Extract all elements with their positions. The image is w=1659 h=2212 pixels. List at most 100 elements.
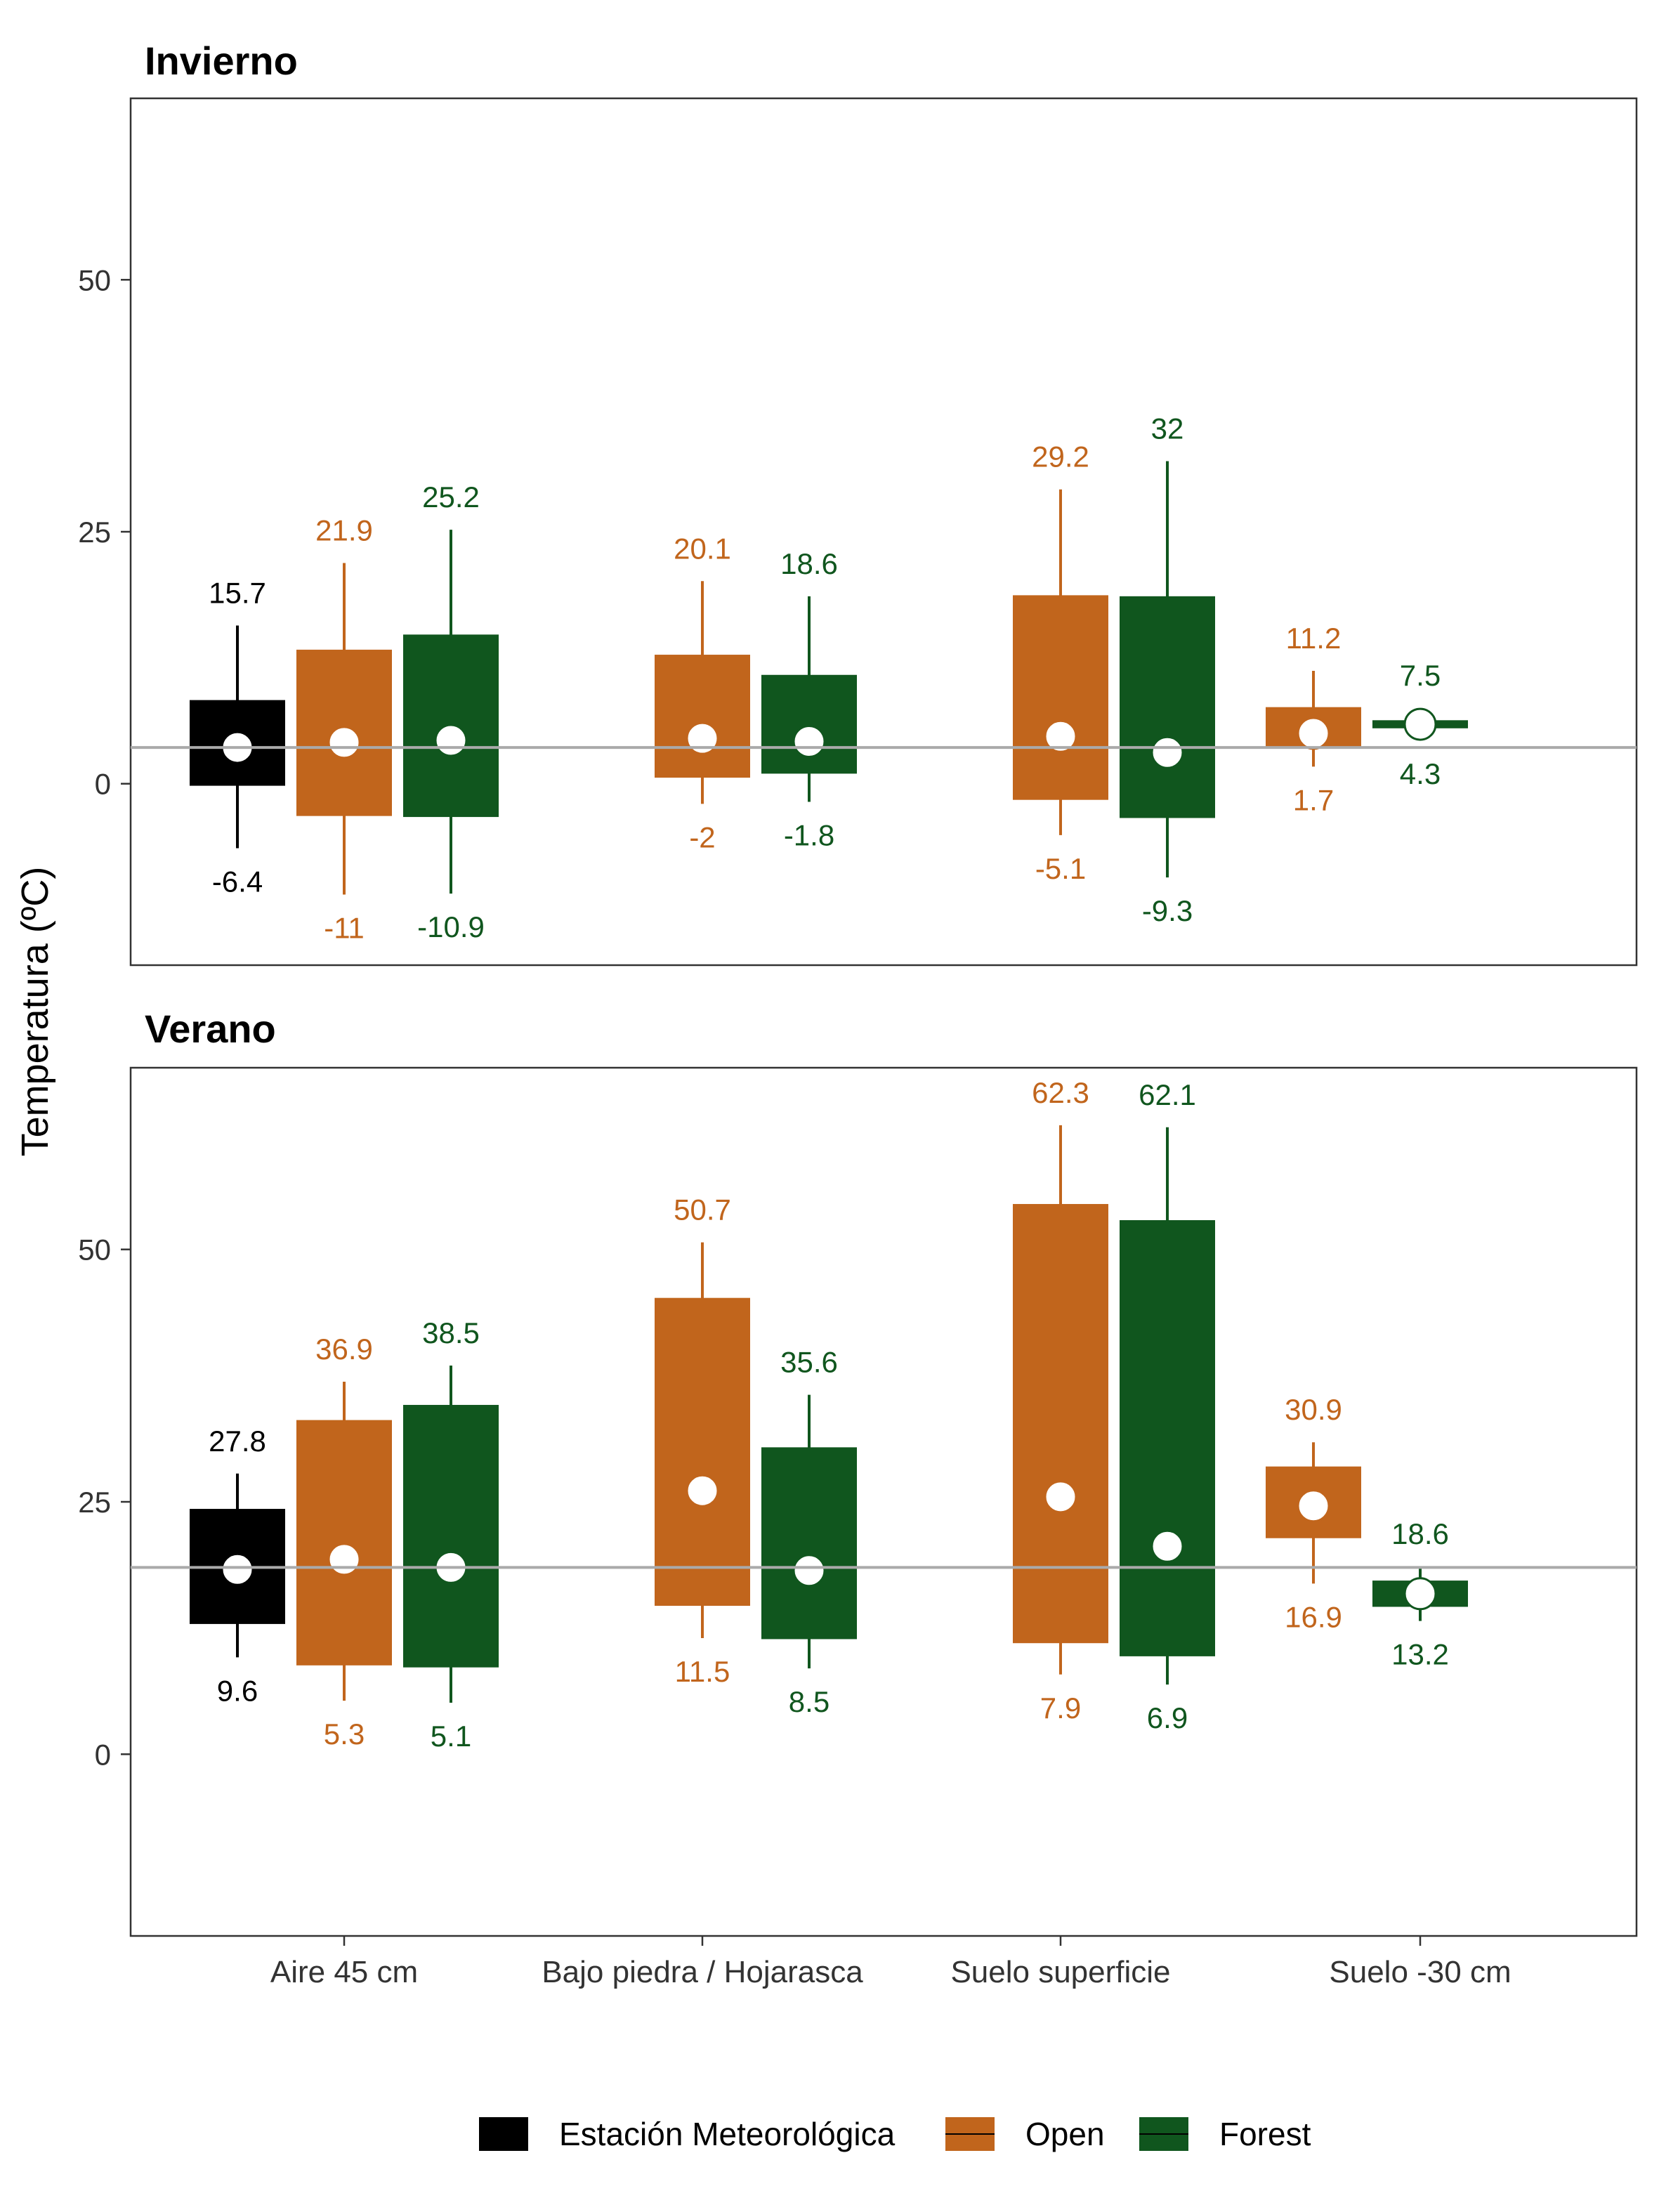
median-point — [1044, 1480, 1077, 1514]
box-group: 50.7 11.5 — [655, 1193, 750, 1688]
max-label: 11.2 — [1286, 622, 1342, 655]
box-group: 36.9 5.3 — [296, 1333, 392, 1750]
y-axis-label: Temperatura (ºC) — [14, 867, 56, 1157]
min-label: 13.2 — [1391, 1638, 1449, 1671]
max-label: 30.9 — [1285, 1393, 1342, 1426]
median-point — [686, 1474, 719, 1507]
panel-title: Invierno — [145, 39, 298, 83]
box — [1013, 595, 1108, 800]
min-label: 16.9 — [1285, 1600, 1342, 1633]
panel-title: Verano — [145, 1007, 276, 1051]
box-group: 18.6 -1.8 — [761, 547, 857, 852]
box-group: 62.3 7.9 — [1013, 1076, 1108, 1725]
median-point — [1044, 719, 1077, 753]
y-tick-label: 0 — [95, 768, 111, 801]
min-label: -6.4 — [212, 865, 263, 898]
legend-label: Open — [1025, 2116, 1105, 2152]
panel-1: Verano 0 25 50 27.8 9.6 36.9 5.3 38.5 5.1 50.7 11.5… — [78, 1007, 1638, 1937]
median-point — [792, 724, 826, 758]
box-group: 15.7 -6.4 — [190, 576, 285, 898]
min-label: 5.1 — [431, 1720, 471, 1753]
max-label: 35.6 — [780, 1346, 838, 1379]
box — [1120, 1220, 1215, 1656]
box — [761, 674, 857, 774]
box — [761, 1447, 857, 1640]
max-label: 32 — [1151, 412, 1184, 445]
min-label: 8.5 — [789, 1685, 830, 1718]
box — [1120, 596, 1215, 818]
median-point — [792, 1554, 826, 1588]
min-label: 11.5 — [675, 1655, 730, 1688]
y-tick-label: 50 — [78, 263, 111, 296]
box-group: 29.2 -5.1 — [1013, 440, 1108, 885]
box-group: 30.9 16.9 — [1266, 1393, 1361, 1633]
max-label: 50.7 — [674, 1193, 731, 1226]
max-label: 7.5 — [1400, 659, 1441, 692]
x-tick-label: Aire 45 cm — [270, 1955, 418, 1989]
y-tick-label: 50 — [78, 1233, 111, 1267]
box-group: 32 -9.3 — [1120, 412, 1215, 927]
max-label: 27.8 — [209, 1425, 266, 1458]
box-group: 7.5 4.3 — [1372, 659, 1468, 790]
box — [655, 1297, 750, 1606]
median-point — [327, 726, 361, 759]
box-group: 21.9 -11 — [296, 513, 392, 945]
min-label: -2 — [689, 820, 715, 853]
x-tick-label: Bajo piedra / Hojarasca — [542, 1955, 863, 1989]
median-point — [1150, 1529, 1184, 1563]
median-point — [1297, 716, 1330, 750]
min-label: -9.3 — [1142, 894, 1193, 927]
min-label: -10.9 — [417, 910, 485, 943]
legend: Estación Meteorológica Open Forest — [479, 2116, 1311, 2152]
min-label: 7.9 — [1040, 1691, 1081, 1725]
min-label: -1.8 — [784, 819, 834, 852]
max-label: 21.9 — [315, 513, 373, 547]
panels: Invierno 0 25 50 15.7 -6.4 21.9 -11 25.2 -10.9 20.… — [78, 39, 1638, 1937]
box — [1013, 1204, 1108, 1644]
x-tick-label: Suelo -30 cm — [1329, 1955, 1511, 1989]
box-group: 35.6 8.5 — [761, 1346, 857, 1718]
y-tick-label: 25 — [78, 516, 111, 549]
legend-label: Forest — [1219, 2116, 1311, 2152]
box-group: 62.1 6.9 — [1120, 1078, 1215, 1734]
box-group: 11.2 1.7 — [1266, 622, 1361, 816]
max-label: 62.1 — [1139, 1078, 1196, 1111]
median-point — [1403, 1577, 1437, 1611]
max-label: 29.2 — [1032, 440, 1089, 473]
median-point — [434, 724, 468, 757]
box — [655, 655, 750, 778]
median-point — [1297, 1489, 1330, 1523]
max-label: 36.9 — [315, 1333, 373, 1366]
box — [403, 1405, 499, 1668]
max-label: 15.7 — [209, 576, 266, 609]
box-group: 18.6 13.2 — [1372, 1517, 1468, 1671]
box-group: 25.2 -10.9 — [403, 480, 499, 943]
median-point — [1150, 735, 1184, 769]
legend-key — [479, 2117, 528, 2151]
box-group: 20.1 -2 — [655, 532, 750, 853]
min-label: 6.9 — [1147, 1701, 1188, 1734]
max-label: 18.6 — [780, 547, 838, 580]
min-label: 5.3 — [324, 1717, 365, 1750]
max-label: 38.5 — [422, 1316, 480, 1349]
median-point — [1403, 707, 1437, 741]
x-axis: Aire 45 cm Bajo piedra / Hojarasca Suelo s… — [270, 1936, 1512, 1989]
y-tick-label: 25 — [78, 1486, 111, 1519]
max-label: 18.6 — [1391, 1517, 1449, 1550]
max-label: 20.1 — [674, 532, 731, 565]
y-tick-label: 0 — [95, 1738, 111, 1771]
median-point — [221, 1552, 254, 1586]
min-label: 9.6 — [217, 1674, 258, 1707]
max-label: 25.2 — [422, 480, 480, 513]
max-label: 62.3 — [1032, 1076, 1089, 1109]
min-label: 4.3 — [1400, 757, 1441, 790]
min-label: -11 — [324, 912, 365, 945]
min-label: 1.7 — [1293, 783, 1334, 816]
median-point — [327, 1543, 361, 1576]
median-point — [686, 721, 719, 755]
panel-0: Invierno 0 25 50 15.7 -6.4 21.9 -11 25.2 -10.9 20.… — [78, 39, 1638, 967]
x-tick-label: Suelo superficie — [950, 1955, 1170, 1989]
legend-label: Estación Meteorológica — [559, 2116, 896, 2152]
